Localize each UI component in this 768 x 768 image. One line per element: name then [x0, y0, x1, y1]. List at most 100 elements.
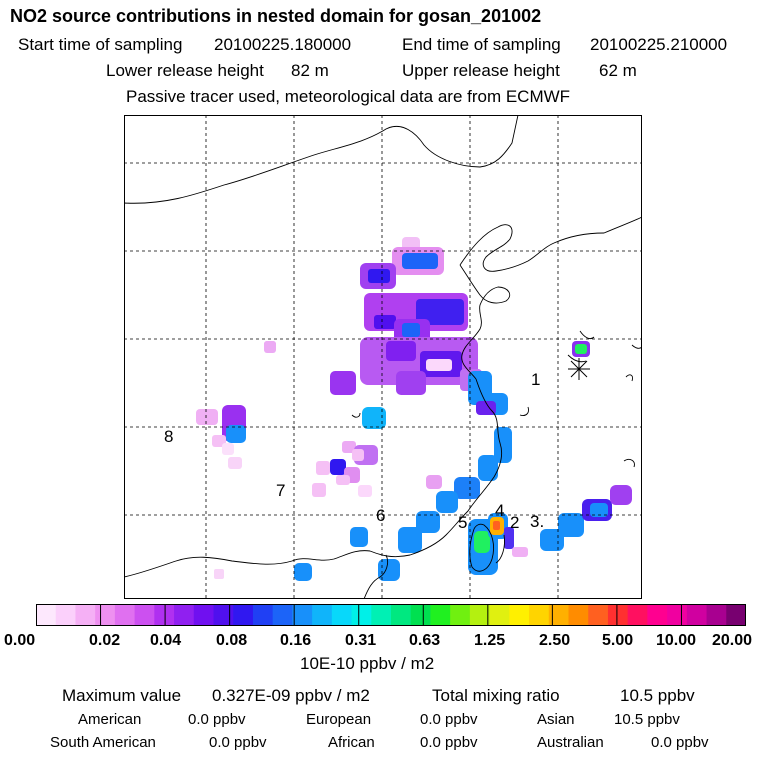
- colorbar-cell: [726, 604, 746, 626]
- concentration-cell: [312, 483, 326, 497]
- concentration-cell: [352, 449, 364, 461]
- region-value-south-american: 0.0 ppbv: [209, 734, 267, 751]
- colorbar-tick-label: 0.31: [345, 632, 377, 649]
- concentration-cell: [386, 341, 416, 361]
- concentration-cell: [402, 253, 438, 269]
- coastline: [459, 216, 642, 272]
- end-time-value: 20100225.210000: [590, 35, 728, 54]
- max-value: 0.327E-09 ppbv / m2: [212, 686, 370, 705]
- region-label-6: 6: [376, 506, 385, 525]
- region-label-5: 5: [458, 513, 467, 532]
- coastline: [495, 534, 505, 564]
- region-label-7: 7: [276, 481, 285, 500]
- colorbar-cell: [529, 604, 550, 626]
- start-time-value: 20100225.180000: [214, 35, 352, 54]
- concentration-cell: [558, 513, 584, 537]
- concentration-cell: [396, 371, 426, 395]
- concentration-cell: [358, 485, 372, 497]
- colorbar-cell: [568, 604, 589, 626]
- coastline: [363, 554, 389, 599]
- lat-lon-grid: [124, 115, 642, 599]
- region-label-8: 8: [164, 427, 173, 446]
- total-mixing-label: Total mixing ratio: [432, 686, 560, 705]
- region-name-asian: Asian: [537, 711, 575, 728]
- colorbar: [36, 604, 746, 626]
- receptor-asterisk-marker: [568, 358, 590, 380]
- colorbar-tick-label: 10.00: [656, 632, 697, 649]
- region-value-australian: 0.0 ppbv: [651, 734, 709, 751]
- colorbar-tick-label: 0.04: [150, 632, 182, 649]
- colorbar-cell: [233, 604, 254, 626]
- colorbar-units: 10E-10 ppbv / m2: [300, 654, 435, 673]
- concentration-cell: [350, 527, 368, 547]
- region-value-african: 0.0 ppbv: [420, 734, 478, 751]
- model-note: Passive tracer used, meteorological data…: [126, 87, 571, 106]
- lower-release-value: 82 m: [291, 61, 329, 80]
- concentration-cell: [402, 323, 420, 337]
- colorbar-cell: [647, 604, 668, 626]
- colorbar-tick-label: 5.00: [602, 632, 634, 649]
- colorbar-cell: [548, 604, 569, 626]
- concentration-cell: [374, 315, 396, 329]
- concentration-cell: [454, 477, 480, 499]
- concentration-cell: [336, 475, 350, 485]
- region-name-american: American: [78, 711, 142, 728]
- max-value-label: Maximum value: [62, 686, 182, 705]
- coastline: [351, 412, 361, 418]
- region-value-asian: 10.5 ppbv: [614, 711, 680, 728]
- region-name-south-american: South American: [50, 734, 156, 751]
- map-border: [124, 115, 642, 599]
- concentration-cell: [590, 503, 608, 517]
- colorbar-cell: [667, 604, 688, 626]
- region-label-4: 4: [495, 501, 504, 520]
- concentration-cell: [294, 563, 312, 581]
- colorbar-cell: [489, 604, 510, 626]
- concentration-cell: [575, 344, 587, 354]
- colorbar-cell: [154, 604, 175, 626]
- concentration-cell: [436, 491, 458, 513]
- colorbar-tick-label: 20.00: [712, 632, 753, 649]
- coastlines: [124, 115, 642, 599]
- coastline: [469, 523, 495, 572]
- map-title: NO2 source contributions in nested domai…: [10, 6, 542, 26]
- concentration-cell: [228, 457, 242, 469]
- colorbar-cell: [193, 604, 214, 626]
- region-value-european: 0.0 ppbv: [420, 711, 478, 728]
- coastline: [124, 115, 519, 204]
- concentration-cell: [214, 569, 224, 579]
- region-label-1: 1: [531, 370, 540, 389]
- concentration-cell: [368, 269, 390, 283]
- start-time-label: Start time of sampling: [18, 35, 183, 54]
- colorbar-cell: [312, 604, 333, 626]
- colorbar-cell: [272, 604, 293, 626]
- coastline: [459, 264, 511, 380]
- colorbar-cell: [430, 604, 451, 626]
- concentration-cell: [474, 531, 490, 553]
- concentration-cell: [504, 527, 514, 549]
- concentration-cell: [398, 527, 422, 553]
- colorbar-cell: [391, 604, 412, 626]
- colorbar-tick-label: 0.16: [280, 632, 312, 649]
- region-label-3: 3.: [530, 512, 544, 531]
- colorbar-cell: [331, 604, 353, 626]
- colorbar-border: [36, 604, 746, 626]
- colorbar-tick-label: 1.25: [474, 632, 506, 649]
- concentration-cell: [426, 359, 452, 371]
- colorbar-tick-label: 2.50: [539, 632, 571, 649]
- map-panel: 1 2 3. 4 5 6 7 8: [124, 115, 642, 599]
- lower-release-label: Lower release height: [106, 61, 264, 80]
- colorbar-cell: [292, 604, 313, 626]
- concentration-cell: [378, 559, 400, 581]
- colorbar-tick-label: 0.63: [409, 632, 441, 649]
- colorbar-cell: [450, 604, 471, 626]
- upper-release-value: 62 m: [599, 61, 637, 80]
- region-label-2: 2: [510, 513, 519, 532]
- colorbar-cell: [134, 604, 155, 626]
- coastline: [519, 406, 529, 416]
- total-mixing-value: 10.5 ppbv: [620, 686, 695, 705]
- concentration-cell: [512, 547, 528, 557]
- coastline: [567, 354, 587, 363]
- coastline: [369, 378, 503, 558]
- concentration-cell: [330, 371, 356, 395]
- concentration-cell: [362, 407, 386, 429]
